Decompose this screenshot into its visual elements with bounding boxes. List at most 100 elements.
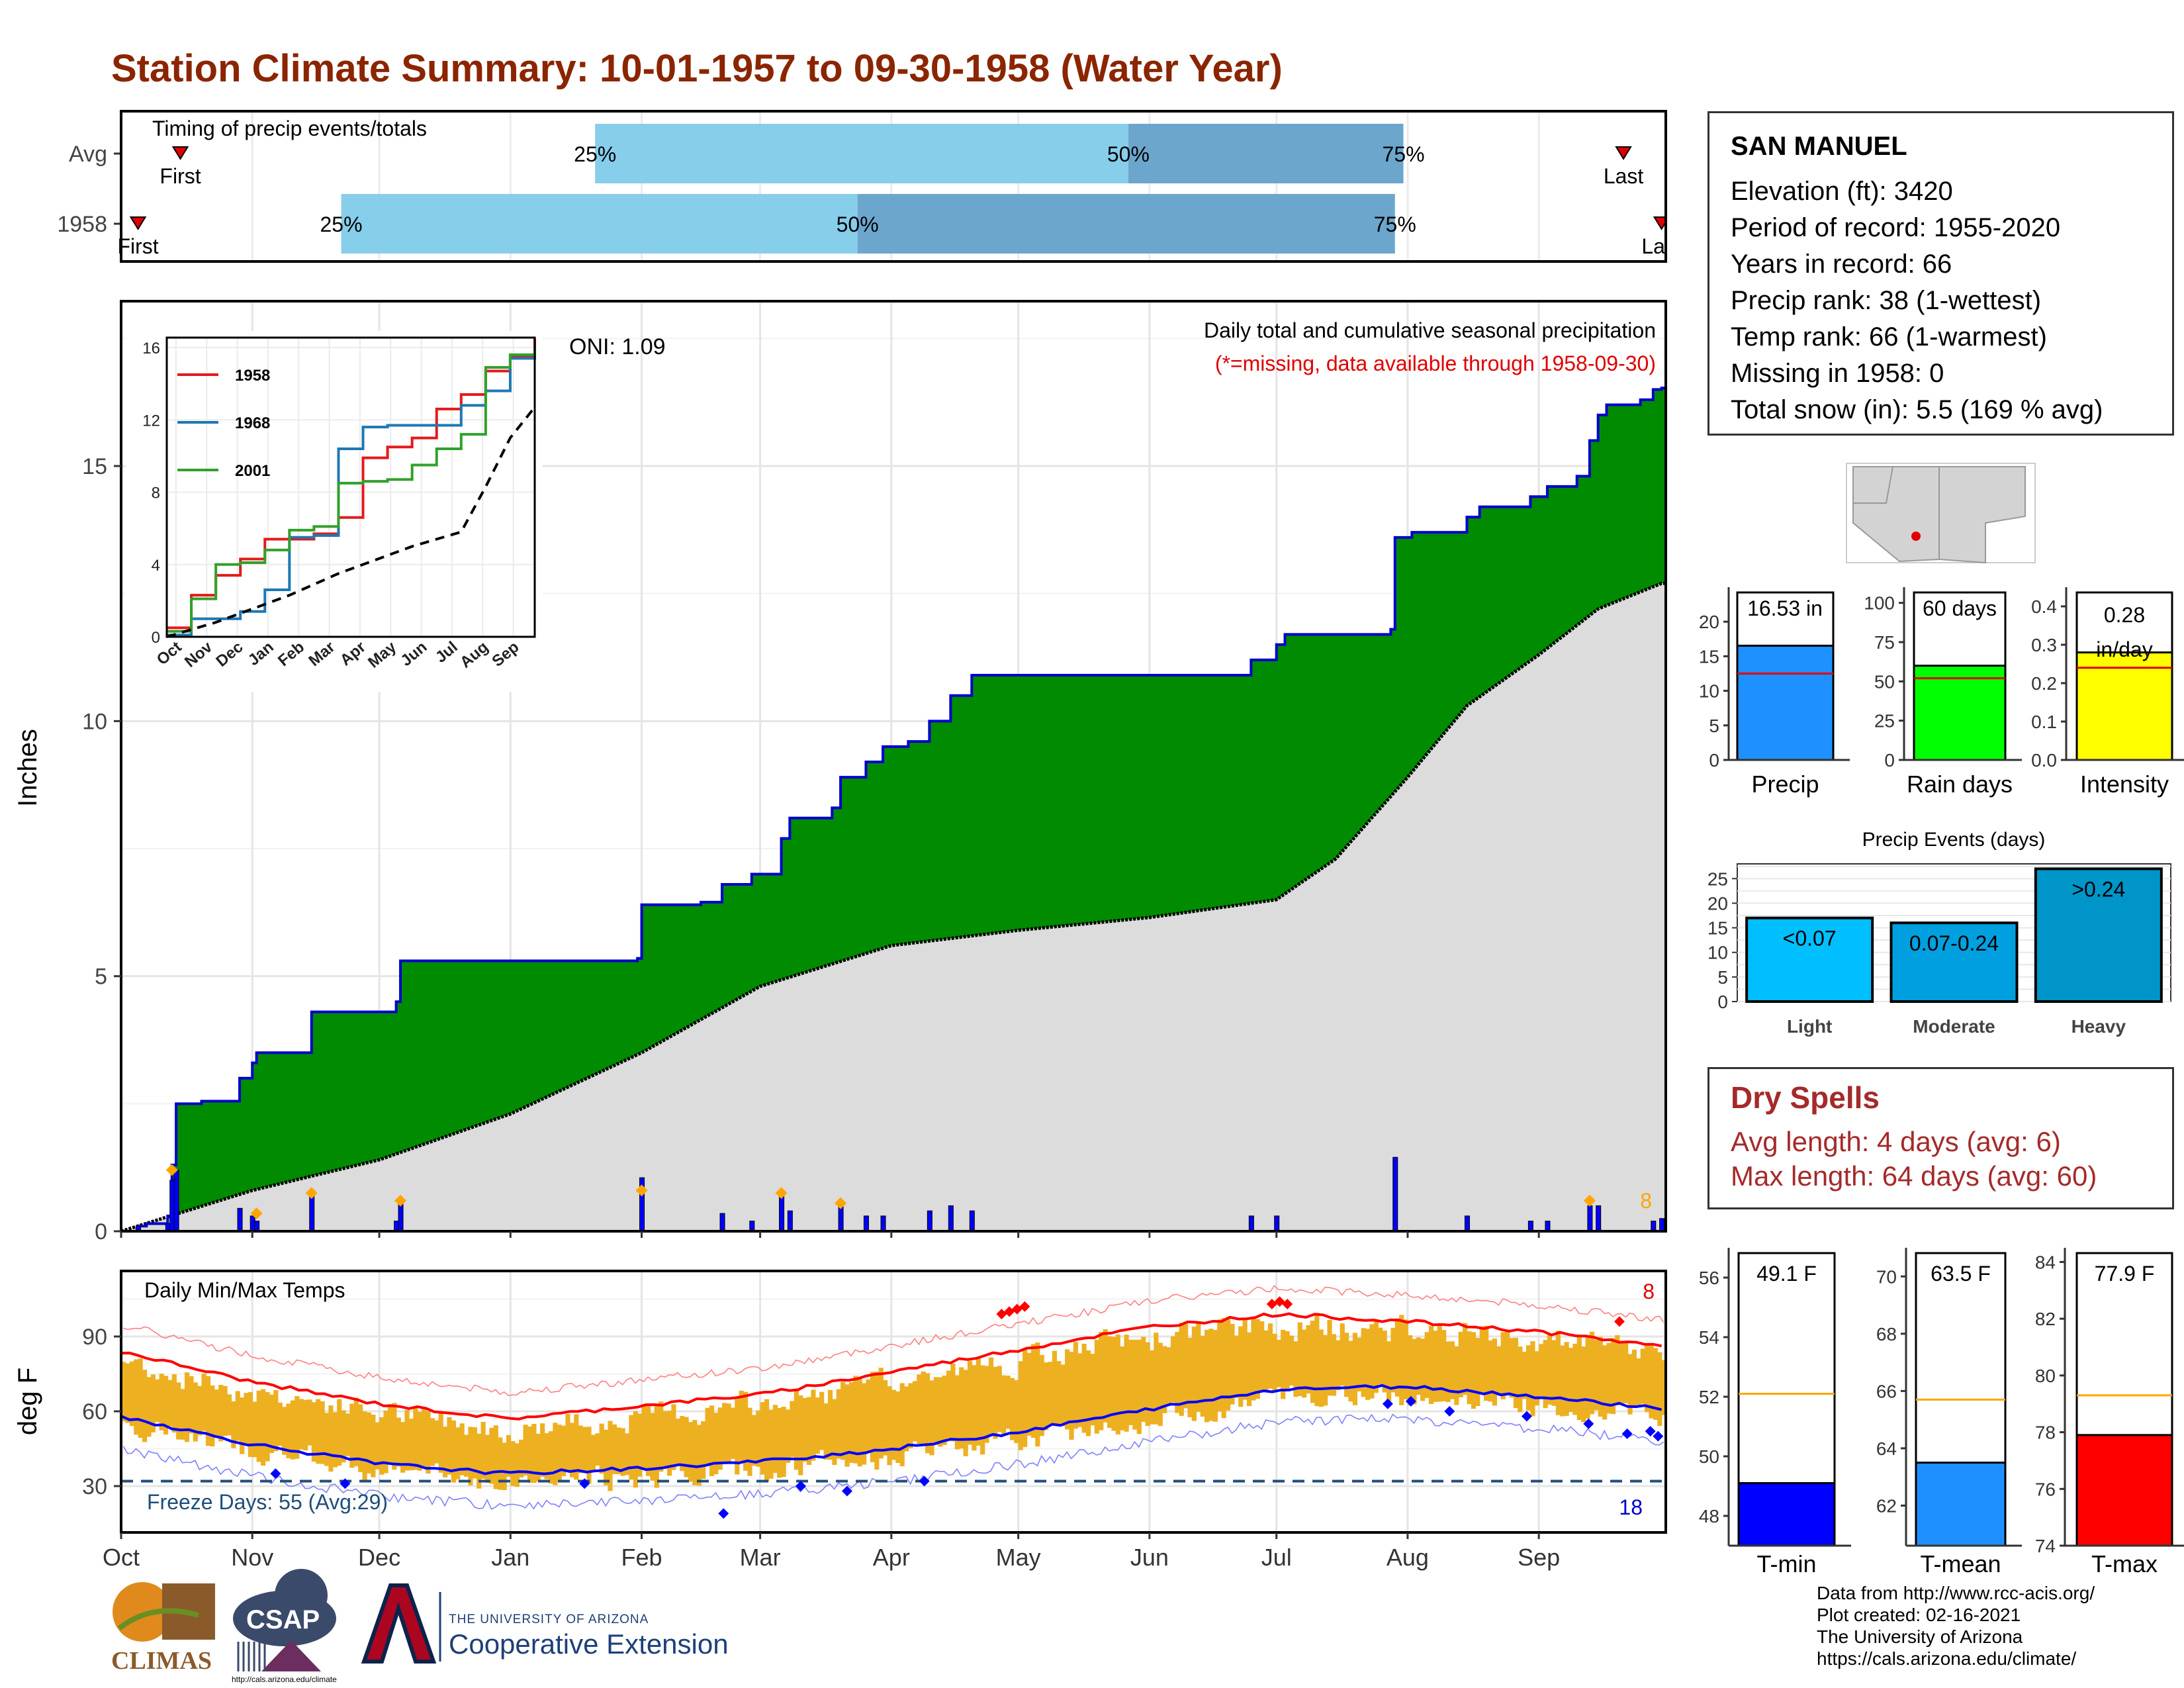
temps-record-low-marker <box>270 1468 281 1479</box>
temps-daily-bar <box>531 1423 537 1483</box>
temps-daily-bar <box>506 1434 512 1477</box>
temps-daily-bar <box>1141 1336 1146 1422</box>
temps-daily-bar <box>1149 1350 1155 1425</box>
temps-daily-bar <box>222 1385 228 1436</box>
temps-daily-bar <box>1615 1335 1620 1405</box>
precip-daily-bar <box>1596 1205 1602 1232</box>
temps-daily-bar <box>375 1422 380 1470</box>
temps-daily-bar <box>633 1411 638 1488</box>
temps-daily-bar <box>802 1397 807 1462</box>
temps-record-low-marker <box>1621 1428 1633 1439</box>
temps-daily-bar <box>1255 1319 1260 1399</box>
temps-record-low-marker <box>795 1481 806 1491</box>
temps-daily-bar <box>265 1391 270 1462</box>
station-precip-rank: Precip rank: 38 (1-wettest) <box>1731 286 2042 315</box>
totals-ytick-label: 56 <box>1699 1268 1719 1288</box>
temps-xtick-label: Jul <box>1261 1544 1292 1571</box>
temps-daily-bar <box>688 1422 694 1482</box>
events-bar-label: 0.07-0.24 <box>1909 931 1999 955</box>
precip-daily-bar <box>969 1210 975 1232</box>
temps-record-low-marker <box>579 1478 590 1489</box>
station-name: SAN MANUEL <box>1731 132 1907 161</box>
temps-daily-bar <box>1166 1347 1171 1405</box>
temps-daily-bar <box>244 1393 249 1446</box>
temps-daily-bar <box>891 1389 896 1460</box>
temps-daily-bar <box>189 1376 194 1434</box>
totals-ytick-label: 15 <box>1699 646 1719 667</box>
temps-daily-bar <box>150 1374 156 1432</box>
temps-daily-bar <box>612 1424 617 1474</box>
events-category-label: Light <box>1787 1016 1832 1037</box>
timing-label-q25: 25% <box>320 212 362 236</box>
temps-daily-bar <box>1052 1350 1057 1425</box>
totals-ytick-label: 0.3 <box>2031 635 2057 655</box>
timing-label-q50: 50% <box>837 212 879 236</box>
events-ytick-label: 5 <box>1717 967 1728 988</box>
temps-daily-bar <box>1568 1348 1574 1412</box>
temps-daily-bar <box>1589 1331 1595 1415</box>
totals-intensity-unit: in/day <box>2096 637 2152 661</box>
temps-daily-bar <box>1336 1340 1341 1391</box>
temps-daily-bar <box>1458 1331 1463 1397</box>
temps-daily-bar <box>371 1415 376 1477</box>
temps-daily-bar <box>1179 1323 1184 1416</box>
totals-precip-label: 16.53 in <box>1747 596 1823 620</box>
precip-daily-bar <box>173 1170 179 1232</box>
temps-daily-bar <box>1373 1319 1379 1393</box>
temps-daily-bar <box>138 1358 143 1438</box>
temps-daily-bar <box>1081 1343 1087 1433</box>
temps-daily-bar <box>1386 1341 1392 1403</box>
temps-daily-bar <box>1297 1322 1302 1396</box>
temps-daily-bar <box>1500 1332 1506 1399</box>
temps-daily-bar <box>705 1407 710 1467</box>
temps-daily-bar <box>747 1407 752 1476</box>
temps-daily-bar <box>650 1413 655 1481</box>
temps-daily-bar <box>1539 1344 1544 1397</box>
totals-ytick-label: 70 <box>1876 1266 1897 1287</box>
timing-label-last: Last <box>1604 164 1644 188</box>
temps-daily-bar <box>396 1417 401 1467</box>
temps-daily-bar <box>1382 1331 1387 1393</box>
totals-ytick-label: 84 <box>2035 1252 2056 1272</box>
temps-daily-bar <box>827 1389 833 1460</box>
temps-daily-bar <box>1475 1338 1480 1407</box>
temps-daily-bar <box>146 1377 152 1437</box>
precip-daily-bar <box>927 1210 933 1232</box>
precip-daily-bar <box>1659 1218 1665 1232</box>
timing-row-label: 1958 <box>57 212 107 237</box>
temps-daily-bar <box>210 1385 215 1447</box>
temps-daily-bar <box>498 1437 503 1490</box>
temps-daily-bar <box>1238 1326 1244 1407</box>
temps-daily-bar <box>574 1414 579 1480</box>
temps-daily-bar <box>1306 1325 1311 1394</box>
temps-daily-bar <box>171 1374 177 1432</box>
temps-daily-bar <box>675 1419 680 1466</box>
events-category-label: Moderate <box>1913 1016 1995 1037</box>
temps-daily-bar <box>743 1391 749 1471</box>
temps-daily-bar <box>751 1415 756 1466</box>
temps-daily-bar <box>844 1384 850 1467</box>
temps-daily-bar <box>295 1396 300 1459</box>
temps-daily-bar <box>455 1427 461 1479</box>
totals-intensity-label: 0.28 <box>2104 603 2145 627</box>
temps-daily-bar <box>1060 1364 1066 1427</box>
temps-daily-bar <box>963 1370 968 1456</box>
temps-daily-bar <box>1221 1318 1226 1419</box>
temps-daily-bar <box>298 1399 304 1450</box>
inset-series-line <box>167 349 536 633</box>
temps-daily-bar <box>167 1380 173 1427</box>
temps-daily-bar <box>142 1370 148 1442</box>
temps-daily-bar <box>1479 1326 1484 1394</box>
totals-ytick-label: 0.0 <box>2031 750 2057 771</box>
temps-daily-bar <box>240 1397 245 1454</box>
temps-daily-bar <box>413 1407 418 1470</box>
temps-daily-bar <box>463 1434 469 1477</box>
temps-daily-bar <box>493 1425 498 1489</box>
station-years: Years in record: 66 <box>1731 250 1952 279</box>
temps-daily-bar <box>176 1382 181 1440</box>
temps-daily-bar <box>832 1399 837 1466</box>
temps-daily-bar <box>1331 1334 1337 1396</box>
station-snow: Total snow (in): 5.5 (169 % avg) <box>1731 395 2103 424</box>
precip-daily-bar <box>1587 1205 1593 1232</box>
temps-record-high-line <box>122 1285 1664 1397</box>
